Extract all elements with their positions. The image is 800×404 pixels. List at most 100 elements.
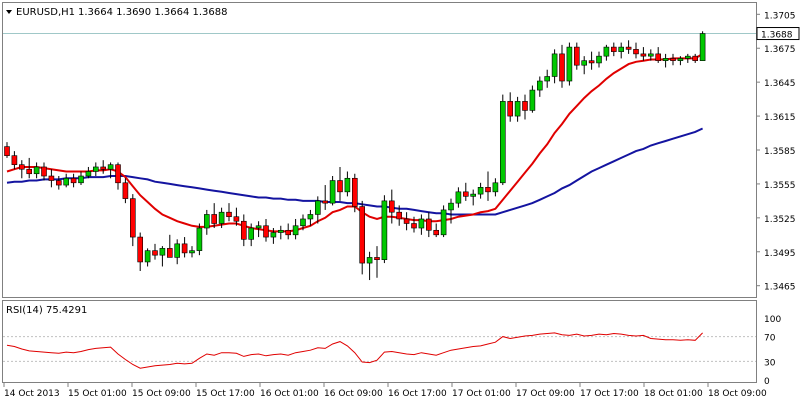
candle (514, 96, 521, 122)
candle-body (226, 211, 232, 218)
time-tick-label: 15 Oct 17:00 (196, 389, 255, 399)
candle-body (388, 200, 395, 213)
candle (603, 44, 610, 61)
candle (233, 207, 240, 226)
candle (300, 214, 306, 231)
candle (270, 228, 277, 244)
time-axis: 14 Oct 2013 15 Oct 01:00 15 Oct 09:00 15 Oc… (3, 383, 767, 399)
candle (633, 42, 639, 59)
candle (344, 171, 351, 197)
candle-body (115, 164, 121, 184)
symbol-label: EURUSD,H1 (16, 7, 75, 18)
candle-body (470, 193, 477, 197)
candle-body (662, 58, 669, 61)
candle (381, 195, 388, 264)
candle-body (41, 166, 47, 177)
candle-body (366, 257, 373, 264)
candle-body (507, 101, 514, 117)
candle (366, 251, 373, 281)
candle (63, 173, 70, 188)
candle-body (566, 46, 573, 82)
candle (610, 42, 617, 57)
candle (322, 185, 329, 210)
candle-body (411, 223, 417, 229)
candle (507, 92, 514, 122)
chart-menu-triangle-icon[interactable] (6, 10, 12, 14)
candle-body (588, 60, 595, 64)
candle-body (314, 200, 321, 215)
candle (181, 237, 188, 258)
candle-body (63, 177, 70, 186)
price-tick-label: 1.3465 (764, 283, 796, 293)
candle (218, 207, 225, 229)
candle-body (263, 225, 269, 238)
rsi-axis: 100 70 30 0 (764, 315, 781, 387)
candle (144, 248, 151, 267)
candle-body (55, 180, 62, 186)
candle-body (425, 218, 432, 231)
candle-body (596, 55, 602, 64)
candle-body (647, 53, 654, 57)
candle-body (536, 80, 543, 91)
candle-body (137, 236, 143, 263)
candle (93, 162, 99, 177)
candle (241, 214, 247, 247)
candle-body (640, 53, 647, 57)
candle-body (93, 166, 99, 172)
candle-body (485, 187, 491, 193)
candle-body (492, 182, 499, 193)
candle (699, 31, 706, 61)
candle-body (633, 49, 639, 55)
candle-body (4, 146, 10, 156)
candle (174, 239, 180, 265)
rsi-line-group (6, 332, 703, 369)
candle (100, 160, 106, 174)
candle (314, 196, 321, 224)
price-tick-label: 1.3675 (764, 45, 796, 55)
candle (529, 85, 536, 113)
candle (167, 234, 173, 258)
candle (226, 203, 232, 222)
candle (18, 160, 25, 179)
candle-body (670, 58, 676, 61)
candle-body (122, 182, 129, 199)
time-tick-label: 18 Oct 01:00 (644, 389, 703, 399)
candle (625, 40, 632, 54)
candle (204, 209, 210, 235)
candle-body (174, 243, 180, 258)
rsi-line (6, 332, 703, 369)
price-tick-label: 1.3615 (764, 113, 796, 123)
candle-body (462, 191, 469, 197)
candle (684, 53, 691, 63)
candle-body (189, 250, 195, 254)
price-axis: 1.3705 1.3675 1.3645 1.3615 1.3585 1.3555 1.35… (756, 11, 800, 293)
rsi-label: RSI(14) 75.4291 (6, 305, 87, 316)
candle (559, 44, 565, 88)
candle-body (70, 177, 77, 184)
candle (85, 166, 92, 179)
candle-body (625, 46, 632, 50)
time-tick-label: 16 Oct 01:00 (260, 389, 319, 399)
time-tick-label: 17 Oct 01:00 (452, 389, 511, 399)
candle-body (677, 58, 684, 61)
candle (130, 194, 136, 247)
candle (670, 53, 676, 66)
rsi-pane[interactable] (2, 300, 757, 383)
candle (573, 42, 580, 70)
candle (107, 162, 114, 179)
candle (647, 49, 654, 61)
candle-body (551, 53, 558, 77)
candle (522, 94, 528, 120)
candle-body (152, 250, 158, 256)
candle (448, 198, 454, 224)
candle (337, 166, 343, 201)
price-tick-label: 1.3645 (764, 79, 796, 89)
candle-body (477, 187, 484, 195)
candle (588, 51, 595, 70)
candle-body (322, 200, 329, 204)
candle (692, 53, 699, 63)
candle-body (233, 216, 240, 222)
candle (292, 218, 299, 240)
price-pane[interactable] (2, 2, 757, 298)
